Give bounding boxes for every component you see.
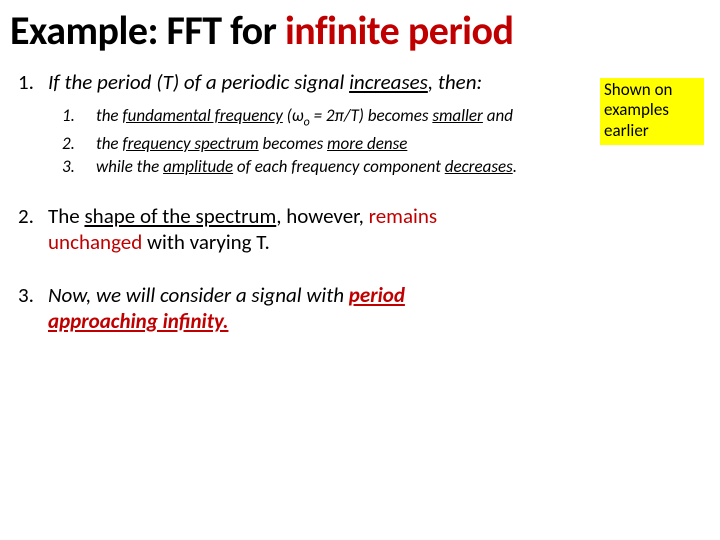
item-3-text: Now, we will consider a signal with peri… <box>48 282 518 335</box>
sub-3: while the amplitude of each frequency co… <box>62 156 522 177</box>
s2c: becomes <box>259 133 327 154</box>
s2a: the <box>96 133 122 154</box>
s3c: of each frequency component <box>233 156 445 177</box>
item-3: Now, we will consider a signal with peri… <box>18 282 706 335</box>
item-2-text: The shape of the spectrum, however, rema… <box>48 203 518 256</box>
title-part2: infinite period <box>285 6 514 55</box>
title-part1: Example: FFT for <box>10 6 285 55</box>
i2b: shape of the spectrum <box>84 203 276 229</box>
sub-1: the fundamental frequency (ωo = 2π/T) be… <box>62 105 522 130</box>
i2a: The <box>48 203 84 229</box>
s1a: the <box>96 105 122 126</box>
sticky-note: Shown on examples earlier <box>600 78 704 145</box>
s3e: . <box>513 156 517 177</box>
i2c: , however, <box>276 203 368 229</box>
s1g: and <box>483 105 513 126</box>
note-text: Shown on examples earlier <box>604 79 672 141</box>
s1c: (ω <box>283 105 304 126</box>
sub-list: the fundamental frequency (ωo = 2π/T) be… <box>62 105 522 177</box>
s1e: = 2π/T) becomes <box>310 105 433 126</box>
i1-post: , then: <box>428 69 482 95</box>
s2d: more dense <box>327 133 407 154</box>
i1-emph: increases <box>349 69 428 95</box>
i2e: with varying T. <box>142 229 270 255</box>
s1b: fundamental frequency <box>122 105 282 126</box>
s3b: amplitude <box>163 156 233 177</box>
i3a: Now, we will consider a signal with <box>48 282 349 308</box>
item-1-text: If the period (T) of a periodic signal i… <box>48 69 518 95</box>
s2b: frequency spectrum <box>122 133 258 154</box>
sub-2: the frequency spectrum becomes more dens… <box>62 133 522 154</box>
s3d: decreases <box>445 156 513 177</box>
s3a: while the <box>96 156 163 177</box>
item-2: The shape of the spectrum, however, rema… <box>18 203 706 256</box>
i1-pre: If the period (T) of a periodic signal <box>48 69 349 95</box>
s1f: smaller <box>432 105 483 126</box>
slide-title: Example: FFT for infinite period <box>0 0 720 57</box>
